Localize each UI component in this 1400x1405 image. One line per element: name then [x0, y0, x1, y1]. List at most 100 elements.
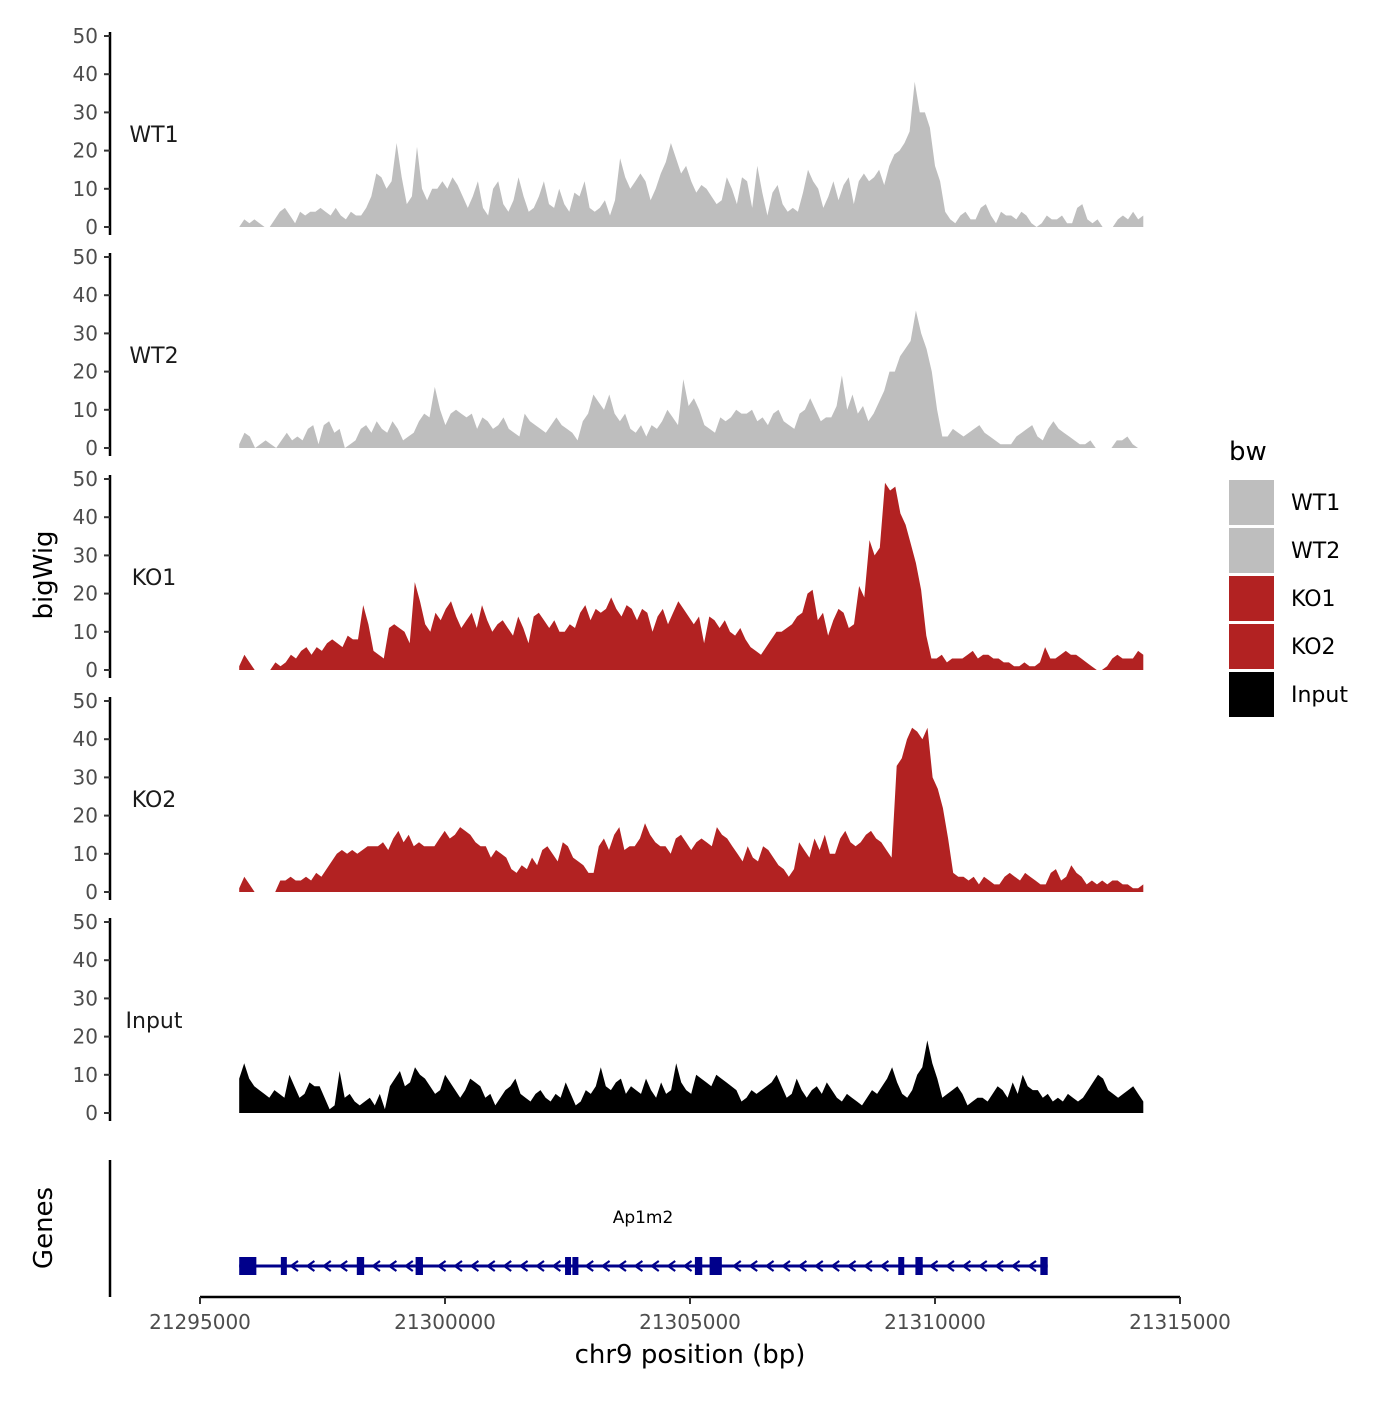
legend-label-wt1: WT1 [1291, 491, 1340, 516]
track-panel-wt2: 0 10 20 30 40 50 WT2 [73, 245, 1144, 460]
y-tick-label: 10 [73, 1063, 98, 1087]
y-axis-title: bigWig [29, 530, 59, 619]
genes-axis-title: Genes [29, 1187, 59, 1269]
strand-arrow [469, 1260, 480, 1272]
strand-arrow [453, 1260, 463, 1272]
y-tick-label: 0 [85, 215, 98, 239]
strand-arrow [617, 1260, 627, 1272]
track-panel-input: 0 10 20 30 40 50 Input [73, 910, 1144, 1125]
y-tick-label: 0 [85, 658, 98, 682]
track-panel-ko2: 0 10 20 30 40 50 KO2 [73, 689, 1144, 904]
strand-arrow [387, 1260, 398, 1272]
strand-arrow [485, 1260, 496, 1272]
strand-arrow [551, 1260, 562, 1272]
y-tick-label: 10 [73, 620, 98, 644]
strand-arrow [305, 1260, 316, 1272]
signal-area-ko1 [239, 482, 1144, 670]
strand-arrow [682, 1260, 693, 1272]
legend-swatch-wt1 [1229, 480, 1274, 525]
strand-arrow [535, 1260, 545, 1272]
signal-tracks: 0 10 20 30 40 50 WT1 0 10 20 30 40 50 WT2 0 10 20 30 40 50 K… [73, 24, 1144, 1125]
y-tick-label: 50 [73, 689, 98, 713]
x-axis: 21295000 21300000 21305000 21310000 21315000 [149, 1295, 1231, 1334]
y-tick-label: 30 [73, 986, 98, 1010]
strand-arrow [797, 1260, 808, 1272]
y-tick-label: 40 [73, 948, 98, 972]
y-tick-label: 10 [73, 177, 98, 201]
y-tick-label: 20 [73, 582, 98, 606]
strand-arrow [666, 1260, 676, 1272]
strand-arrow [846, 1260, 857, 1272]
legend-label-input: Input [1291, 683, 1348, 708]
x-tick-label: 21305000 [639, 1310, 741, 1334]
y-tick-label: 30 [73, 765, 98, 789]
strand-arrow [289, 1260, 299, 1272]
strand-arrow [600, 1260, 611, 1272]
gene-exon [1040, 1257, 1048, 1275]
y-tick-label: 10 [73, 842, 98, 866]
gene-exon [572, 1257, 579, 1275]
gene-exon [565, 1257, 572, 1275]
strand-arrow [649, 1260, 660, 1272]
gene-exon [915, 1257, 923, 1275]
x-axis-title: chr9 position (bp) [575, 1340, 806, 1370]
strand-arrow [863, 1260, 873, 1272]
y-tick-label: 30 [73, 543, 98, 567]
gene-exon [280, 1257, 287, 1275]
x-tick-label: 21315000 [1129, 1310, 1231, 1334]
y-tick-label: 40 [73, 62, 98, 86]
legend-swatch-ko2 [1229, 624, 1274, 669]
legend-label-ko2: KO2 [1291, 635, 1336, 660]
strand-arrow [633, 1260, 644, 1272]
y-tick-label: 40 [73, 727, 98, 751]
strand-arrow [830, 1260, 840, 1272]
gene-exon [898, 1257, 905, 1275]
y-tick-label: 10 [73, 398, 98, 422]
signal-area-input [239, 1040, 1144, 1113]
track-label: Input [126, 1009, 183, 1034]
y-tick-label: 20 [73, 360, 98, 384]
x-tick-label: 21310000 [884, 1310, 986, 1334]
y-tick-label: 50 [73, 467, 98, 491]
y-tick-label: 30 [73, 100, 98, 124]
y-tick-label: 40 [73, 283, 98, 307]
strand-arrow [945, 1260, 955, 1272]
gene-exon [709, 1257, 722, 1275]
strand-arrow [813, 1260, 824, 1272]
track-label: WT1 [129, 123, 178, 148]
gene-exon [694, 1257, 703, 1275]
y-tick-label: 20 [73, 1025, 98, 1049]
y-tick-label: 30 [73, 321, 98, 345]
strand-arrow [928, 1260, 939, 1272]
strand-arrow [1027, 1260, 1037, 1272]
y-tick-label: 0 [85, 1101, 98, 1125]
signal-area-ko2 [239, 727, 1144, 892]
track-label: WT2 [129, 344, 178, 369]
x-tick-label: 21300000 [394, 1310, 496, 1334]
y-tick-label: 0 [85, 880, 98, 904]
x-tick-label: 21295000 [149, 1310, 251, 1334]
strand-arrow [879, 1260, 890, 1272]
strand-arrow [994, 1260, 1004, 1272]
y-tick-label: 0 [85, 436, 98, 460]
track-label: KO1 [132, 566, 177, 591]
strand-arrow [748, 1260, 758, 1272]
strand-arrow [584, 1260, 594, 1272]
legend-swatch-ko1 [1229, 576, 1274, 621]
strand-arrow [731, 1260, 742, 1272]
strand-arrow [338, 1260, 348, 1272]
signal-area-wt2 [239, 310, 1144, 448]
y-tick-label: 50 [73, 910, 98, 934]
strand-arrow [977, 1260, 988, 1272]
gene-panel: Ap1m2 [108, 1160, 1048, 1297]
strand-arrow [321, 1260, 332, 1272]
track-label: KO2 [132, 788, 177, 813]
strand-arrow [764, 1260, 775, 1272]
strand-arrow [781, 1260, 791, 1272]
gene-exon [415, 1257, 423, 1275]
gene-exon [239, 1257, 257, 1275]
legend-swatch-wt2 [1229, 528, 1274, 573]
y-tick-label: 20 [73, 139, 98, 163]
